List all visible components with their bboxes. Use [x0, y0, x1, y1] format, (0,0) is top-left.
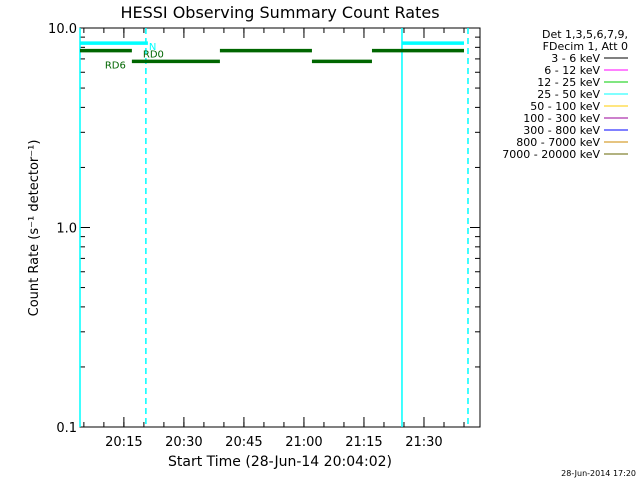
y-tick-label: 10.0 [48, 22, 77, 37]
legend-entry-label: 6 - 12 keV [544, 64, 600, 77]
legend-entry-label: 300 - 800 keV [523, 124, 600, 137]
annotation-label: N [149, 42, 156, 53]
annotation-label: RD0 [143, 50, 164, 61]
x-tick-label: 21:30 [405, 435, 442, 450]
plot-frame [79, 27, 481, 428]
legend-header: Det 1,3,5,6,7,9, [542, 28, 628, 41]
y-tick-label: 1.0 [56, 222, 77, 237]
legend: Det 1,3,5,6,7,9,FDecim 1, Att 03 - 6 keV… [502, 28, 628, 161]
chart-title: HESSI Observing Summary Count Rates [120, 3, 439, 22]
legend-entry-label: 7000 - 20000 keV [502, 148, 600, 161]
legend-entry-label: 50 - 100 keV [530, 100, 600, 113]
x-tick-label: 21:00 [285, 435, 322, 450]
y-tick-label: 0.1 [56, 421, 77, 436]
y-axis-ticks: 0.1 1.0 10.0 [48, 22, 480, 436]
x-tick-label: 20:15 [105, 435, 142, 450]
x-tick-label: 20:45 [225, 435, 262, 450]
annotation-label: RD6 [105, 60, 126, 71]
legend-entry-label: 12 - 25 keV [537, 76, 600, 89]
legend-entry-label: 3 - 6 keV [551, 52, 600, 65]
legend-header: FDecim 1, Att 0 [543, 40, 628, 53]
x-axis-label: Start Time (28-Jun-14 20:04:02) [168, 454, 392, 470]
legend-entry-label: 100 - 300 keV [523, 112, 600, 125]
x-tick-label: 21:15 [345, 435, 382, 450]
x-tick-label: 20:30 [165, 435, 202, 450]
vertical-markers [79, 28, 469, 427]
footer-date: 28-Jun-2014 17:20 [561, 469, 636, 478]
legend-entry-label: 800 - 7000 keV [516, 136, 600, 149]
y-axis-label: Count Rate (s⁻¹ detector⁻¹) [27, 140, 42, 317]
data-series [80, 41, 464, 64]
x-axis-ticks: 20:15 20:30 20:45 21:00 21:15 21:30 [83, 28, 465, 450]
legend-entry-label: 25 - 50 keV [537, 88, 600, 101]
